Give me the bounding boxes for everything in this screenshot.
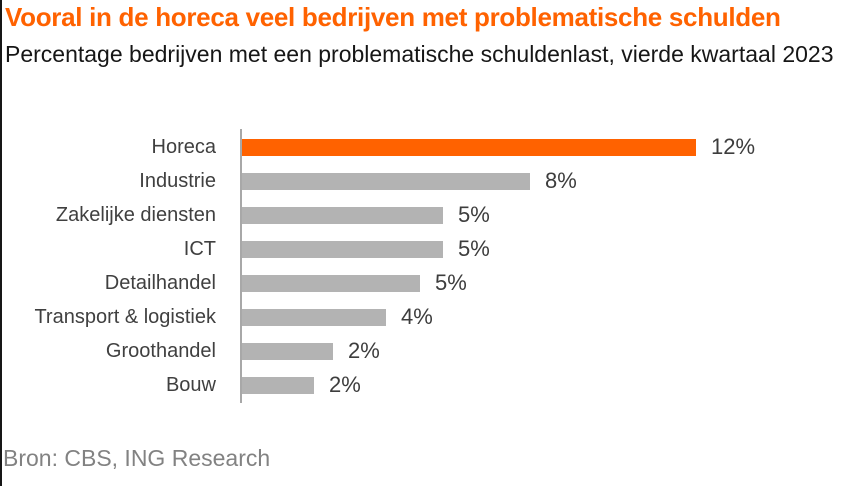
chart-subtitle: Percentage bedrijven met een problematis…	[5, 39, 849, 69]
bar	[242, 342, 333, 360]
bar	[242, 240, 443, 258]
category-label: Horeca	[151, 135, 216, 158]
bar-chart-plot: Horeca 12% Industrie 8% Zakelijke diensten 5%…	[0, 129, 850, 403]
bar	[242, 308, 386, 326]
chart-subtitle-line1: Percentage bedrijven met een problematis…	[5, 41, 776, 67]
chart-title: Vooral in de horeca veel bedrijven met p…	[5, 2, 781, 32]
value-label: 8%	[545, 168, 577, 193]
bar-track: 5%	[242, 270, 467, 296]
category-label: Zakelijke diensten	[55, 203, 216, 226]
bar-row: Horeca 12%	[0, 130, 850, 164]
bar-row: Detailhandel 5%	[0, 266, 850, 300]
bar-track: 4%	[242, 304, 433, 330]
bar-row: Bouw 2%	[0, 368, 850, 402]
bar-rows: Horeca 12% Industrie 8% Zakelijke diensten 5%…	[0, 130, 850, 402]
value-label: 5%	[435, 270, 467, 295]
value-label: 2%	[348, 338, 380, 363]
bar-row: Industrie 8%	[0, 164, 850, 198]
category-label: Detailhandel	[104, 271, 216, 294]
value-label: 12%	[711, 134, 756, 159]
category-label: Transport & logistiek	[34, 305, 216, 328]
bar-track: 2%	[242, 372, 361, 398]
bar-row: ICT 5%	[0, 232, 850, 266]
bar	[242, 376, 314, 394]
category-label: Groothandel	[105, 339, 216, 362]
value-label: 2%	[329, 372, 361, 397]
bar-track: 8%	[242, 168, 577, 194]
y-axis-line	[240, 129, 242, 403]
category-label: ICT	[183, 237, 216, 260]
chart-subtitle-line2: 2023	[782, 41, 834, 67]
bar-row: Groothandel 2%	[0, 334, 850, 368]
bar	[242, 274, 420, 292]
category-label: Industrie	[139, 169, 216, 192]
bar-row: Transport & logistiek 4%	[0, 300, 850, 334]
bar-track: 12%	[242, 134, 755, 160]
bar-track: 5%	[242, 236, 490, 262]
bar	[242, 172, 530, 190]
value-label: 4%	[401, 304, 433, 329]
bar-track: 2%	[242, 338, 380, 364]
bar-track: 5%	[242, 202, 490, 228]
value-label: 5%	[458, 236, 490, 261]
value-label: 5%	[458, 202, 490, 227]
category-label: Bouw	[165, 373, 216, 396]
source-note: Bron: CBS, ING Research	[3, 445, 271, 471]
bar	[242, 206, 443, 224]
bar-highlighted	[242, 138, 696, 156]
left-border-line	[0, 0, 2, 486]
bar-row: Zakelijke diensten 5%	[0, 198, 850, 232]
